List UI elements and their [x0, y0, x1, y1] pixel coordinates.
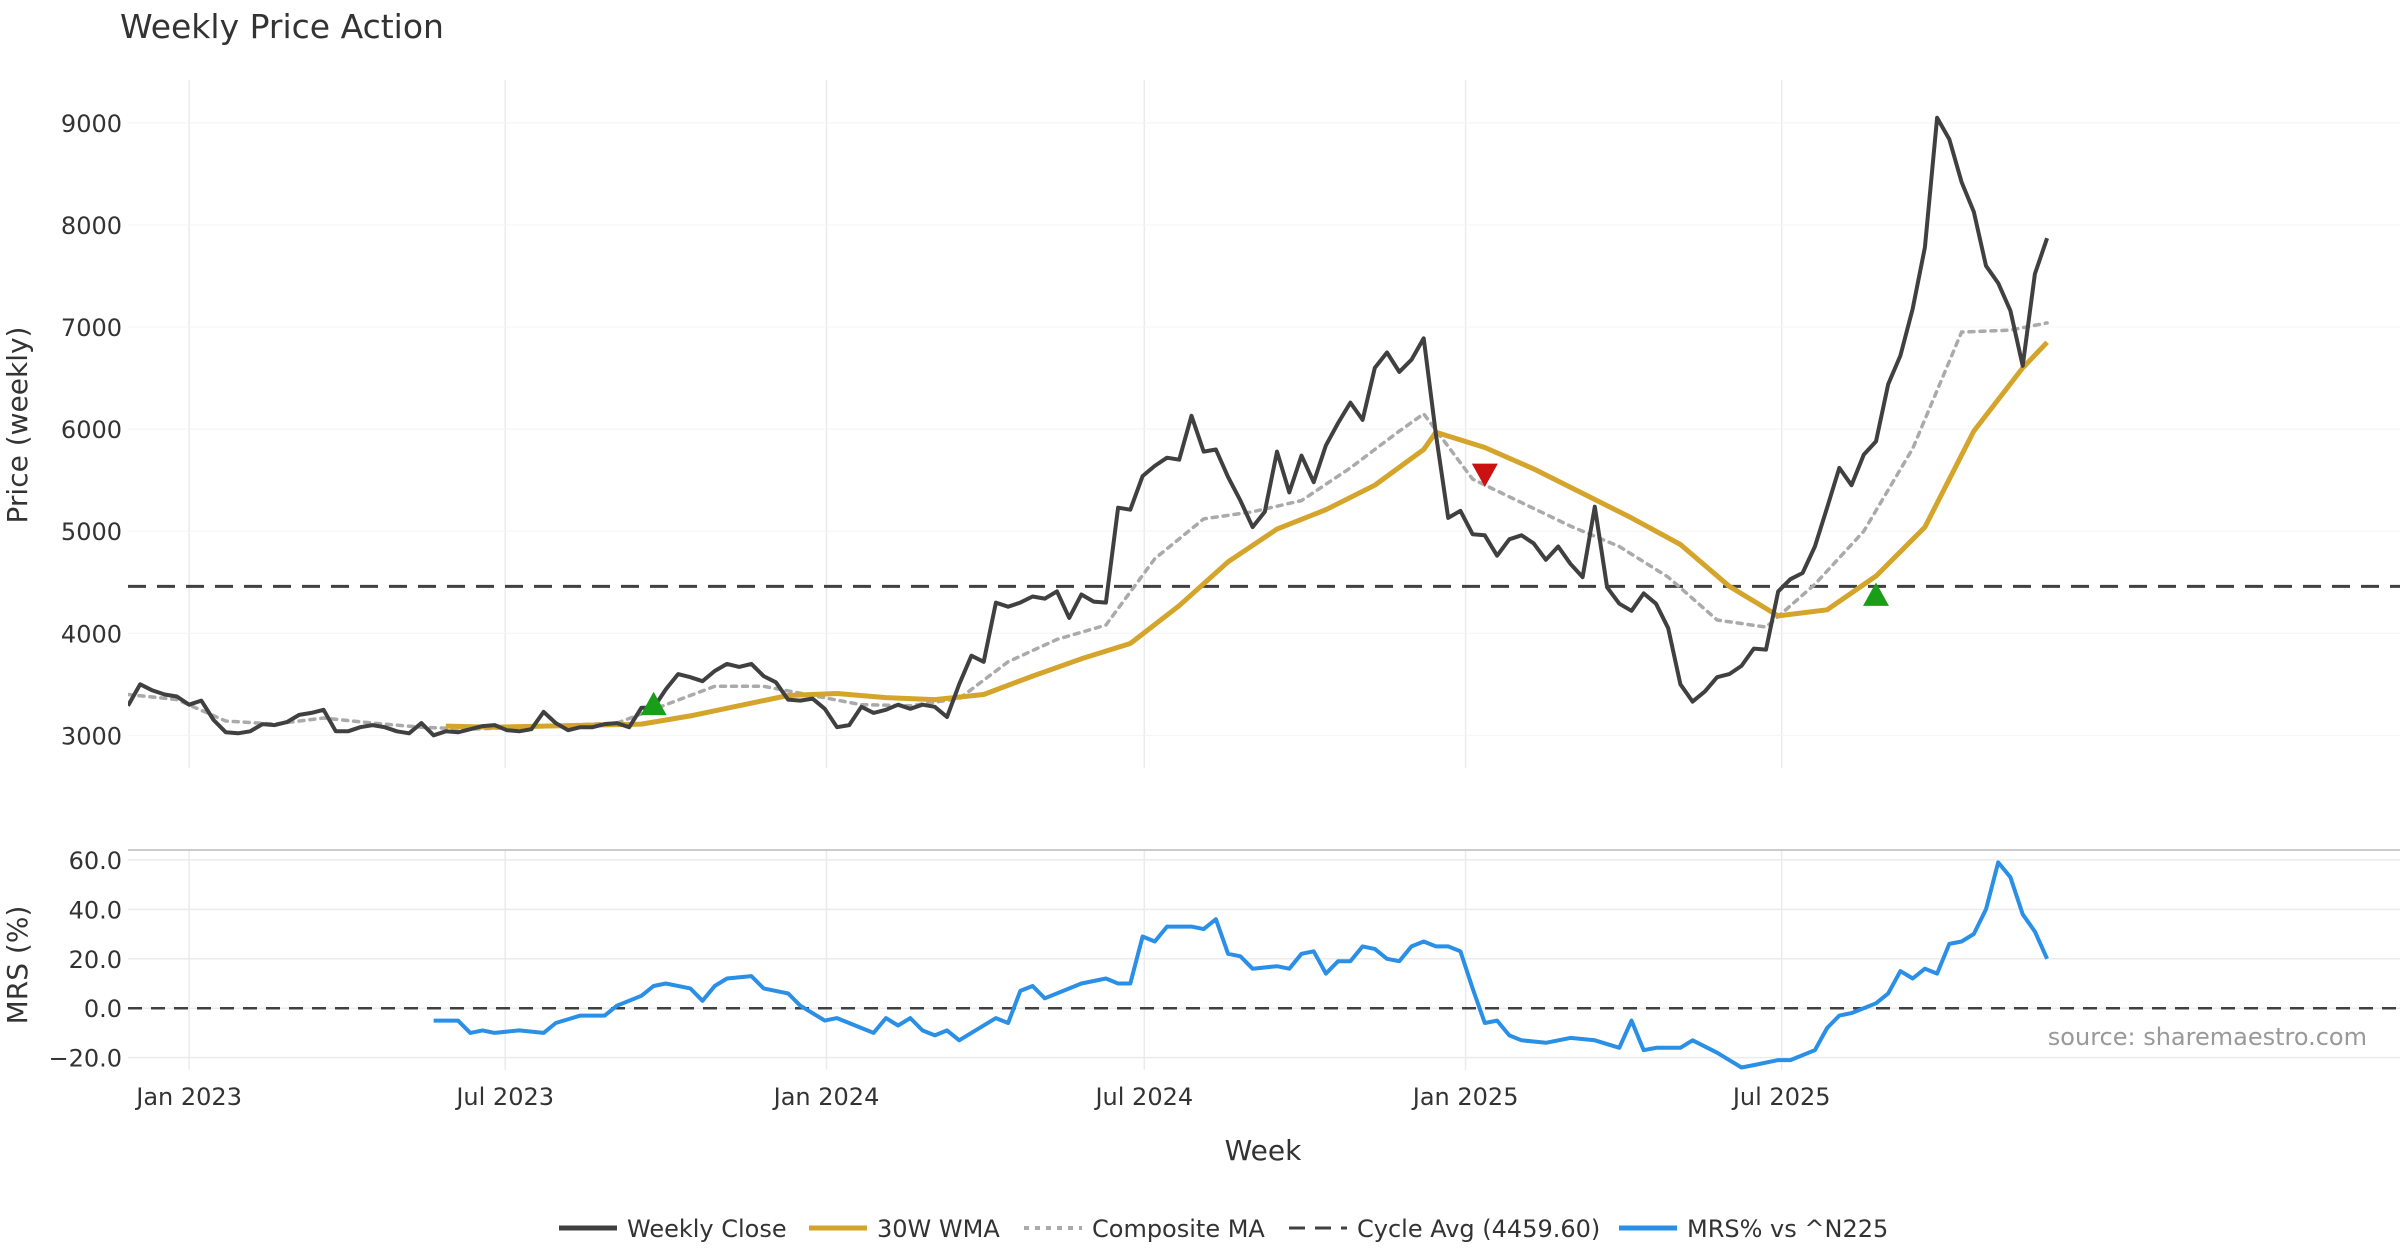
legend-item-cycle: Cycle Avg (4459.60): [1289, 1215, 1600, 1243]
legend-item-close: Weekly Close: [559, 1215, 787, 1243]
axis-layer: Jan 2023 Jul 2023 Jan 2024 Jul 2024 Jan 2025…: [48, 110, 1830, 1111]
sell-signal-marker: [1471, 463, 1498, 488]
legend-label-mrs: MRS% vs ^N225: [1687, 1215, 1888, 1243]
price-y-tick-label: 7000: [61, 314, 122, 342]
legend-item-wma: 30W WMA: [809, 1215, 1000, 1243]
mrs-panel: [128, 860, 2400, 1070]
buy-signal-marker: [1862, 582, 1889, 606]
x-tick-label: Jul 2024: [1093, 1083, 1193, 1111]
mrs-y-tick-label: 60.0: [69, 847, 122, 875]
legend-item-composite: Composite MA: [1024, 1215, 1265, 1243]
mrs-y-tick-label: 20.0: [69, 946, 122, 974]
x-tick-label: Jul 2023: [454, 1083, 554, 1111]
legend: Weekly Close 30W WMA Composite MA Cycle Avg…: [559, 1215, 1888, 1243]
price-y-tick-label: 5000: [61, 518, 122, 546]
price-y-tick-label: 8000: [61, 212, 122, 240]
legend-label-composite: Composite MA: [1092, 1215, 1265, 1243]
source-note: source: sharemaestro.com: [2048, 1023, 2367, 1051]
mrs-line: [433, 860, 2049, 1070]
price-panel: [128, 115, 2400, 738]
legend-label-cycle: Cycle Avg (4459.60): [1357, 1215, 1600, 1243]
legend-label-close: Weekly Close: [627, 1215, 787, 1243]
price-y-tick-label: 4000: [61, 620, 122, 648]
mrs-y-tick-label: −20.0: [48, 1045, 122, 1073]
legend-label-wma: 30W WMA: [877, 1215, 1000, 1243]
price-y-tick-label: 9000: [61, 110, 122, 138]
x-tick-label: Jan 2024: [772, 1083, 880, 1111]
mrs-y-tick-label: 40.0: [69, 896, 122, 924]
x-axis-title: Week: [1225, 1134, 1302, 1167]
buy-signal-marker: [640, 691, 667, 716]
x-tick-label: Jan 2023: [134, 1083, 242, 1111]
x-tick-label: Jul 2025: [1731, 1083, 1831, 1111]
chart-title: Weekly Price Action: [120, 7, 444, 46]
mrs-axis-title: MRS (%): [1, 906, 34, 1025]
mrs-y-tick-label: 0.0: [84, 995, 122, 1023]
x-tick-label: Jan 2025: [1411, 1083, 1519, 1111]
price-y-tick-label: 3000: [61, 722, 122, 750]
legend-item-mrs: MRS% vs ^N225: [1619, 1215, 1888, 1243]
price-axis-title: Price (weekly): [1, 327, 34, 524]
wma-line: [445, 340, 2049, 730]
weekly-close-line: [128, 115, 2049, 738]
price-y-tick-label: 6000: [61, 416, 122, 444]
